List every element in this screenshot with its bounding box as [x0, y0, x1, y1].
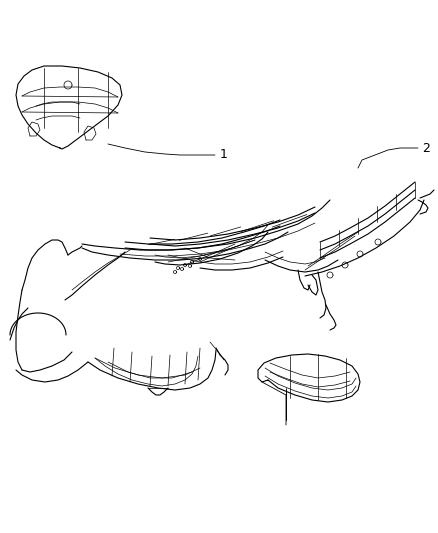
Text: 2: 2 — [422, 141, 430, 155]
Text: 1: 1 — [220, 149, 228, 161]
